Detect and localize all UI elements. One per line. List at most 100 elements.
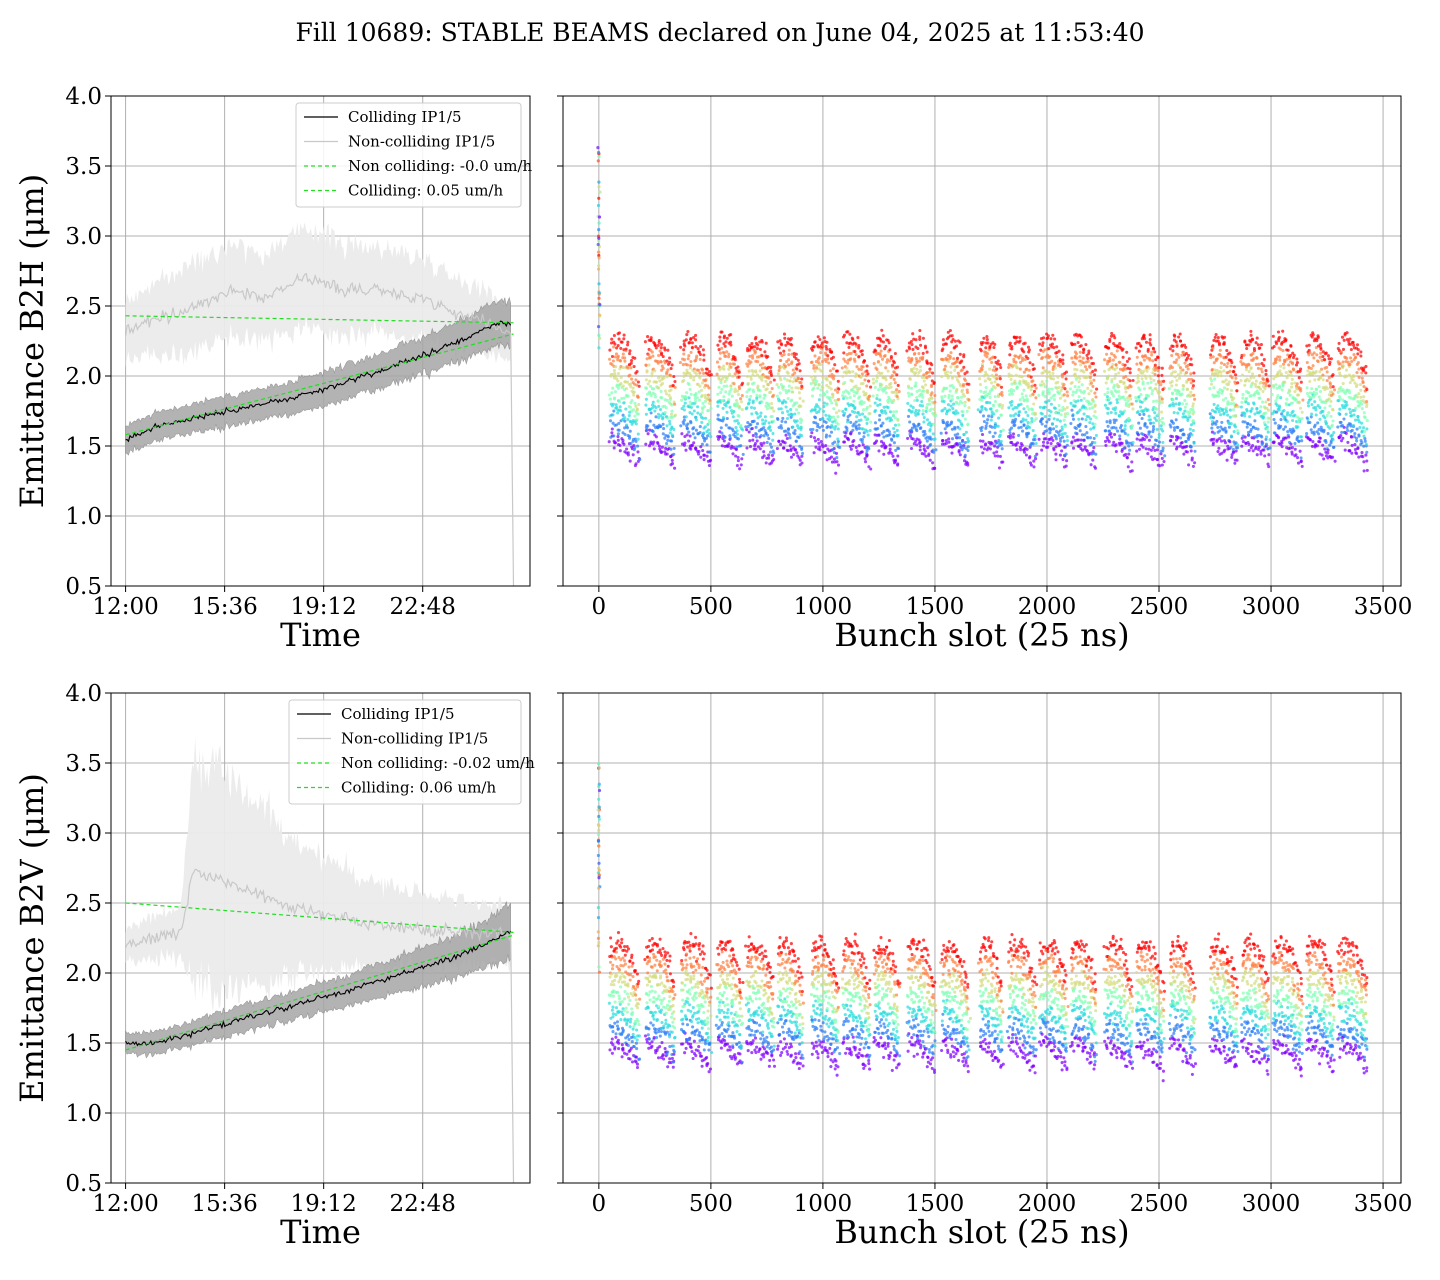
bunch-point: [790, 413, 794, 417]
bunch-point: [1184, 351, 1188, 356]
bunch-point: [914, 381, 918, 385]
bunch-point: [1247, 343, 1251, 347]
bunch-point: [821, 344, 825, 348]
bunch-point: [1127, 444, 1131, 448]
bunch-point: [1103, 403, 1107, 407]
bunch-point: [1274, 340, 1278, 344]
bunch-point: [735, 398, 739, 403]
bunch-point: [931, 422, 935, 426]
bunch-point: [759, 411, 763, 415]
bunch-point: [1281, 383, 1285, 387]
bunch-point: [1162, 422, 1166, 426]
bunch-point: [669, 388, 673, 392]
bunch-point: [1275, 386, 1279, 390]
bunch-point: [646, 432, 650, 436]
bunch-point: [830, 401, 834, 405]
bunch-point: [650, 406, 654, 410]
bunch-point: [1176, 373, 1180, 377]
bunch-point: [657, 353, 661, 358]
bunch-point: [1027, 384, 1031, 388]
bunch-point: [992, 375, 996, 379]
bunch-point: [812, 366, 816, 370]
bunch-point: [1058, 419, 1062, 423]
bunch-point: [1090, 440, 1095, 444]
bunch-point: [1123, 367, 1128, 371]
bunch-point: [649, 440, 653, 444]
bunch-point: [1254, 379, 1258, 383]
bunch-point: [857, 431, 861, 435]
bunch-point: [1025, 435, 1029, 439]
bunch-point: [879, 349, 883, 353]
bunch-point: [941, 338, 945, 342]
bunch-point: [993, 399, 997, 404]
bunch-point: [861, 365, 865, 369]
bunch-point: [1158, 464, 1162, 468]
bunch-point: [597, 196, 601, 200]
legend-label: Colliding: 0.05 um/h: [348, 182, 503, 200]
bunch-point: [1105, 352, 1109, 356]
bunch-point: [818, 337, 822, 342]
bunch-point: [1110, 378, 1114, 382]
bunch-point: [1131, 441, 1135, 445]
bunch-point: [1032, 402, 1036, 406]
bunch-point: [787, 358, 791, 362]
bunch-point: [1219, 361, 1224, 365]
bunch-point: [1264, 372, 1268, 376]
bunch-point: [1314, 387, 1318, 391]
bunch-point: [666, 438, 670, 442]
bunch-point: [999, 413, 1003, 417]
bunch-point: [784, 364, 788, 368]
bunch-point: [769, 380, 773, 384]
bunch-point: [682, 348, 686, 352]
bunch-point: [665, 375, 669, 379]
bunch-point: [1345, 331, 1349, 335]
bunch-point: [1235, 458, 1239, 462]
bunch-point: [1246, 402, 1250, 406]
bunch-point: [666, 348, 670, 352]
bunch-point: [1057, 403, 1061, 408]
bunch-point: [1259, 367, 1263, 371]
bunch-point: [952, 444, 956, 448]
bunch-point: [1320, 367, 1324, 371]
bunch-point: [920, 376, 924, 380]
bunch-point: [1280, 441, 1284, 445]
bunch-point: [862, 401, 866, 405]
bunch-point: [725, 361, 729, 366]
bunch-point: [1321, 409, 1325, 413]
bunch-point: [1175, 358, 1179, 362]
bunch-point: [1037, 437, 1041, 441]
bunch-point: [828, 399, 832, 403]
bunch-point: [836, 415, 840, 419]
bunch-point: [1229, 388, 1234, 393]
bunch-point: [1155, 458, 1160, 462]
bunch-point: [1281, 349, 1285, 353]
bunch-point: [1117, 414, 1122, 418]
bunch-point: [666, 434, 670, 438]
bunch-point: [761, 373, 765, 377]
bunch-point: [597, 253, 601, 258]
bunch-point: [720, 399, 724, 403]
bunch-point: [1151, 446, 1155, 450]
bunch-point: [1155, 407, 1159, 411]
bunch-point: [1107, 374, 1111, 378]
bunch-point: [1349, 342, 1353, 346]
bunch-point: [1043, 414, 1047, 419]
bunch-point: [651, 400, 655, 404]
bunch-point: [1025, 447, 1029, 451]
bunch-point: [690, 345, 694, 350]
bunch-point: [1093, 373, 1097, 377]
bunch-point: [656, 441, 660, 446]
bunch-point: [771, 431, 775, 436]
bunch-point: [886, 338, 890, 342]
bunch-point: [1136, 410, 1140, 414]
bunch-point: [1299, 389, 1303, 393]
bunch-point: [1253, 419, 1257, 423]
bunch-point: [1343, 406, 1347, 410]
bunch-point: [1312, 390, 1316, 394]
bunch-point: [1050, 342, 1055, 346]
bunch-point: [718, 357, 722, 361]
bunch-point: [789, 447, 793, 451]
bunch-point: [910, 386, 914, 390]
bunch-point: [867, 379, 871, 383]
bunch-point: [1305, 373, 1309, 377]
